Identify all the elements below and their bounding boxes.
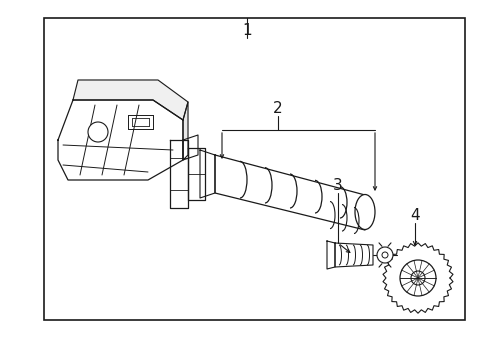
- Polygon shape: [187, 148, 204, 200]
- Circle shape: [410, 271, 424, 285]
- Bar: [44, 18, 464, 320]
- Circle shape: [88, 122, 108, 142]
- Polygon shape: [183, 102, 187, 160]
- Ellipse shape: [354, 194, 374, 230]
- Polygon shape: [334, 243, 372, 267]
- Circle shape: [381, 252, 387, 258]
- Text: 4: 4: [409, 207, 419, 222]
- Text: 2: 2: [273, 100, 282, 116]
- Text: 3: 3: [332, 177, 342, 193]
- Polygon shape: [170, 140, 187, 208]
- Polygon shape: [200, 150, 215, 198]
- Circle shape: [399, 260, 435, 296]
- Polygon shape: [326, 241, 334, 269]
- Circle shape: [376, 247, 392, 263]
- Polygon shape: [58, 100, 183, 180]
- Polygon shape: [183, 135, 198, 160]
- Polygon shape: [382, 243, 452, 313]
- Polygon shape: [73, 80, 187, 120]
- Text: 1: 1: [242, 23, 251, 37]
- Polygon shape: [215, 155, 364, 230]
